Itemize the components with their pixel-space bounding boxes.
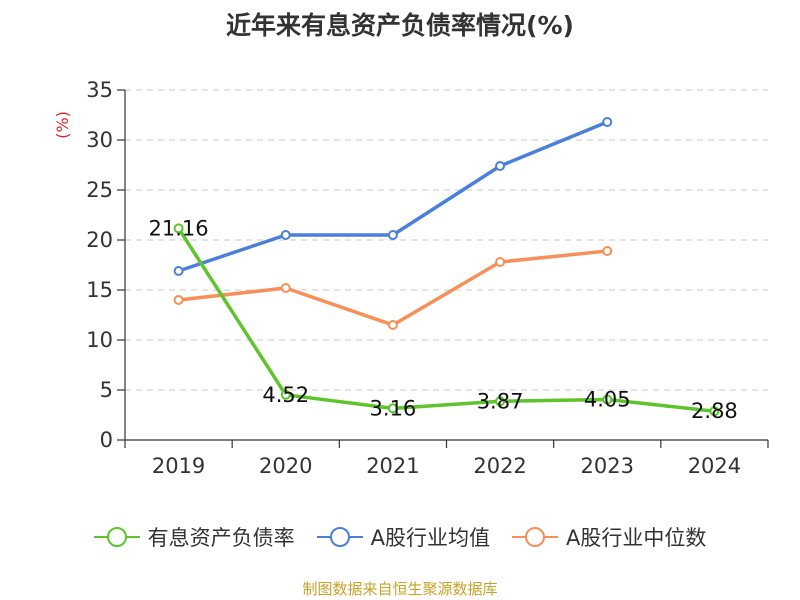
gridlines (125, 89, 768, 391)
data-point (387, 230, 398, 240)
legend-item[interactable]: A股行业均值 (316, 522, 490, 552)
series-line (177, 227, 715, 413)
x-tick-label: 2021 (366, 454, 419, 478)
legend-label: A股行业均值 (370, 526, 490, 550)
data-point (387, 403, 398, 414)
y-tick-label: 5 (100, 378, 113, 402)
source-note: 制图数据来自恒生聚源数据库 (302, 580, 498, 598)
chart-title: 近年来有息资产负债率情况(%) (226, 11, 574, 40)
series-line (178, 249, 608, 327)
data-label: 3.87 (477, 389, 524, 413)
axes: 0 5 10 15 20 25 30 35 2019 2020 2021 2022 2023 2024 (86, 78, 769, 478)
data-point (495, 161, 506, 171)
legend-item[interactable]: 有息资产负债率 (93, 522, 295, 552)
data-point (173, 223, 184, 234)
y-tick-label: 35 (86, 78, 113, 102)
data-point (173, 295, 184, 305)
y-tick-label: 20 (86, 228, 113, 252)
data-point (387, 320, 398, 330)
series-lines (173, 117, 720, 417)
y-tick-label: 30 (86, 128, 113, 152)
data-point (280, 230, 291, 240)
data-point (602, 117, 613, 127)
legend-marker-icon (93, 526, 140, 548)
data-label: 2.88 (691, 399, 738, 423)
x-tick-label: 2019 (152, 454, 205, 478)
x-tick-label: 2020 (259, 454, 312, 478)
data-labels: 21.16 4.52 3.16 3.87 4.05 2.88 (149, 216, 738, 423)
data-point (280, 283, 291, 293)
y-tick-label: 0 (100, 428, 113, 452)
x-tick-label: 2022 (473, 454, 526, 478)
legend-label: A股行业中位数 (566, 526, 707, 550)
data-point (280, 389, 291, 400)
x-tick-label: 2023 (581, 454, 634, 478)
data-point (709, 406, 720, 417)
y-tick-label: 10 (86, 328, 113, 352)
x-tick-label: 2024 (688, 454, 741, 478)
data-point (495, 257, 506, 267)
data-point (173, 266, 184, 276)
y-tick-label: 25 (86, 178, 113, 202)
y-tick-label: 15 (86, 278, 113, 302)
data-point (602, 394, 613, 405)
legend-marker-icon (316, 526, 363, 548)
legend-label: 有息资产负债率 (147, 526, 295, 550)
y-axis-label: (%) (53, 111, 72, 139)
series-line (178, 120, 608, 273)
data-label: 3.16 (370, 396, 417, 420)
data-point (495, 396, 506, 407)
data-point (602, 246, 613, 256)
legend-item[interactable]: A股行业中位数 (512, 522, 706, 552)
data-label: 4.05 (584, 388, 631, 412)
data-label: 4.52 (262, 383, 309, 407)
legend: 有息资产负债率 A股行业均值 A股行业中位数 (0, 520, 800, 554)
data-label: 21.16 (149, 216, 209, 240)
legend-marker-icon (512, 526, 558, 548)
